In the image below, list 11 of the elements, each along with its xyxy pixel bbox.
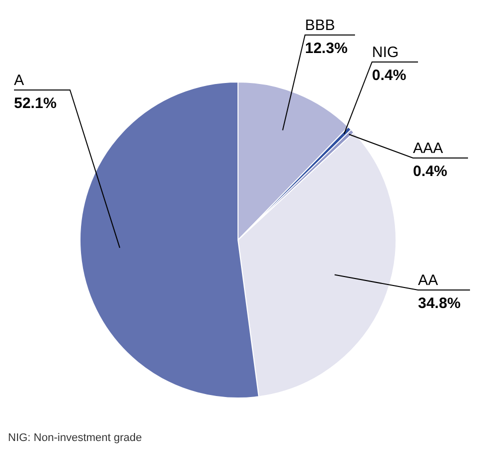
slice-label: A [14, 72, 24, 89]
text: NIG: Non-investment grade [8, 432, 142, 444]
slice-label: AA [418, 272, 438, 289]
slice-label: BBB [305, 17, 336, 34]
data-label: 0.4% [372, 67, 406, 84]
slice-label: AAA [413, 140, 444, 157]
data-label: 34.8% [418, 295, 461, 312]
data-label: 12.3% [305, 40, 348, 57]
data-label: 52.1% [14, 95, 57, 112]
slice-label: NIG [372, 44, 399, 61]
data-label: 0.4% [413, 163, 448, 180]
